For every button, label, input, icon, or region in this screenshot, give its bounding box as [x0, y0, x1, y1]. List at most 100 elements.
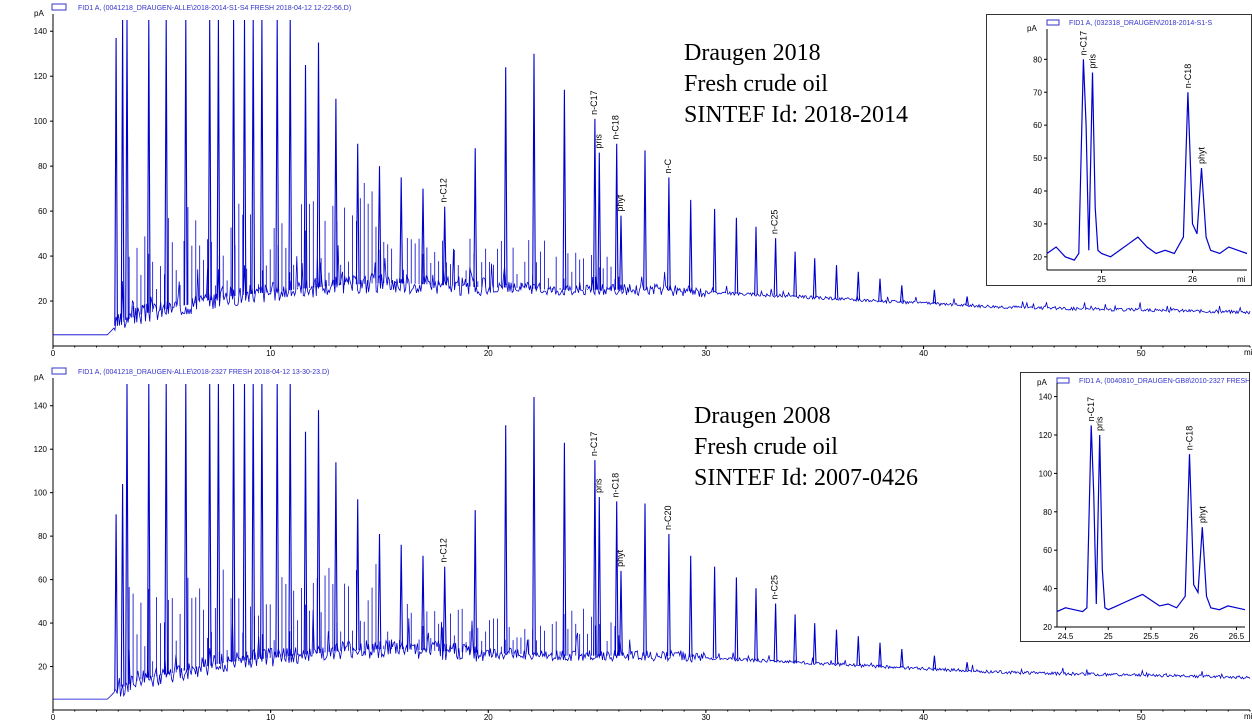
peak: [562, 89, 567, 290]
peak: [473, 148, 478, 287]
y-tick-label: 120: [34, 445, 48, 454]
peak: [216, 383, 221, 664]
peak-label: phyt: [615, 194, 625, 212]
peak: [125, 19, 129, 320]
peak: [146, 19, 151, 313]
inset-y-unit: pA: [1037, 378, 1047, 387]
peak: [231, 383, 236, 662]
x-tick-label: 30: [701, 713, 710, 722]
chromatogram-svg-2008: FID1 A, (0041218_DRAUGEN-ALLE\2018-2327 …: [34, 367, 1252, 722]
peak-label: n-C18: [611, 115, 621, 140]
inset-y-tick-label: 20: [1033, 253, 1042, 262]
peak: [712, 566, 717, 659]
x-tick-label: 10: [266, 349, 275, 358]
peak: [932, 289, 937, 304]
peak: [619, 570, 623, 656]
sample-title: Draugen 2018: [684, 40, 821, 66]
y-tick-label: 120: [34, 72, 48, 81]
peak: [334, 462, 338, 652]
inset-y-tick-label: 140: [1039, 393, 1053, 402]
peak: [303, 431, 308, 655]
peak-label: n-C12: [439, 178, 449, 203]
peak: [532, 53, 536, 289]
x-tick-label: 10: [266, 713, 275, 722]
sample-type: Fresh crude oil: [694, 434, 838, 460]
peak: [834, 629, 839, 665]
peak: [899, 285, 904, 303]
x-tick-label: 0: [51, 713, 56, 722]
peak: [754, 588, 758, 661]
peak: [355, 143, 360, 285]
peak: [120, 483, 125, 687]
y-tick-label: 60: [38, 207, 47, 216]
peak: [856, 636, 861, 666]
y-unit-label: pA: [34, 373, 44, 382]
inset-x-tick-label: 24.5: [1058, 632, 1074, 641]
peak: [532, 396, 536, 655]
x-tick-label: 30: [701, 349, 710, 358]
peak: [183, 19, 188, 306]
peak: [114, 514, 118, 691]
peak: [773, 238, 778, 296]
peak: [965, 296, 969, 306]
peak-label: pris: [593, 478, 603, 493]
peak: [164, 19, 169, 310]
peak: [288, 383, 293, 656]
peak: [183, 383, 188, 671]
sample-info-2018: Draugen 2018 Fresh crude oil SINTEF Id: …: [684, 38, 908, 131]
peak: [773, 603, 778, 662]
sample-info-2008: Draugen 2008 Fresh crude oil SINTEF Id: …: [694, 401, 918, 494]
inset-x-tick-label: 25.5: [1143, 632, 1159, 641]
peak-label: n-C25: [770, 210, 780, 235]
peak: [503, 67, 508, 288]
peak: [207, 19, 212, 301]
peak: [377, 533, 382, 650]
peak: [965, 662, 969, 671]
peak: [288, 19, 293, 291]
y-tick-label: 100: [34, 117, 48, 126]
peak: [667, 533, 671, 657]
inset-y-tick-label: 20: [1043, 623, 1052, 632]
x-tick-label: 40: [919, 713, 928, 722]
inset-peak-label: pris: [1095, 416, 1105, 431]
inset-y-tick-label: 70: [1033, 88, 1042, 97]
legend-swatch: [51, 367, 67, 375]
peak-label: phyt: [615, 549, 625, 567]
inset-y-tick-label: 30: [1033, 220, 1042, 229]
peak: [619, 215, 623, 290]
inset-peak-label: phyt: [1197, 146, 1207, 164]
inset-y-tick-label: 120: [1039, 431, 1053, 440]
peak: [442, 206, 447, 286]
y-tick-label: 140: [34, 402, 48, 411]
inset-chromatogram-2008: FID1 A, (0040810_DRAUGEN-GB8\2010-2327 F…: [1020, 372, 1250, 642]
peak: [260, 19, 264, 293]
inset-svg-2018: FID1 A, (032318_DRAUGEN\2018-2014-S1-S pA…: [1027, 19, 1248, 284]
sample-id: SINTEF Id: 2007-0426: [694, 465, 918, 491]
y-tick-label: 40: [38, 252, 47, 261]
inset-y-tick-label: 60: [1043, 546, 1052, 555]
peak: [146, 383, 151, 678]
peak: [856, 271, 861, 300]
peak: [377, 166, 382, 284]
inset-y-tick-label: 100: [1039, 469, 1053, 478]
peak: [125, 383, 129, 685]
x-tick-label: 20: [484, 713, 493, 722]
inset-peak-label: pris: [1087, 53, 1097, 68]
inset-legend-swatch: [1046, 19, 1060, 26]
x-unit-label: min: [1244, 348, 1252, 357]
inset-x-tick-label: 25: [1097, 275, 1106, 284]
y-tick-label: 40: [38, 619, 47, 628]
inset-trace: [1046, 59, 1248, 261]
peak: [316, 410, 321, 654]
peak: [614, 501, 619, 656]
peak: [242, 19, 247, 295]
peak: [614, 143, 619, 290]
y-unit-label: pA: [34, 9, 44, 18]
chromatogram-svg-2018: FID1 A, (0041218_DRAUGEN-ALLE\2018-2014-…: [34, 3, 1252, 358]
inset-header: FID1 A, (032318_DRAUGEN\2018-2014-S1-S: [1069, 20, 1213, 27]
inset-y-tick-label: 80: [1033, 55, 1042, 64]
peak: [207, 383, 212, 666]
y-tick-label: 80: [38, 532, 47, 541]
peak: [316, 42, 321, 288]
inset-peak-label: n-C17: [1086, 397, 1096, 422]
